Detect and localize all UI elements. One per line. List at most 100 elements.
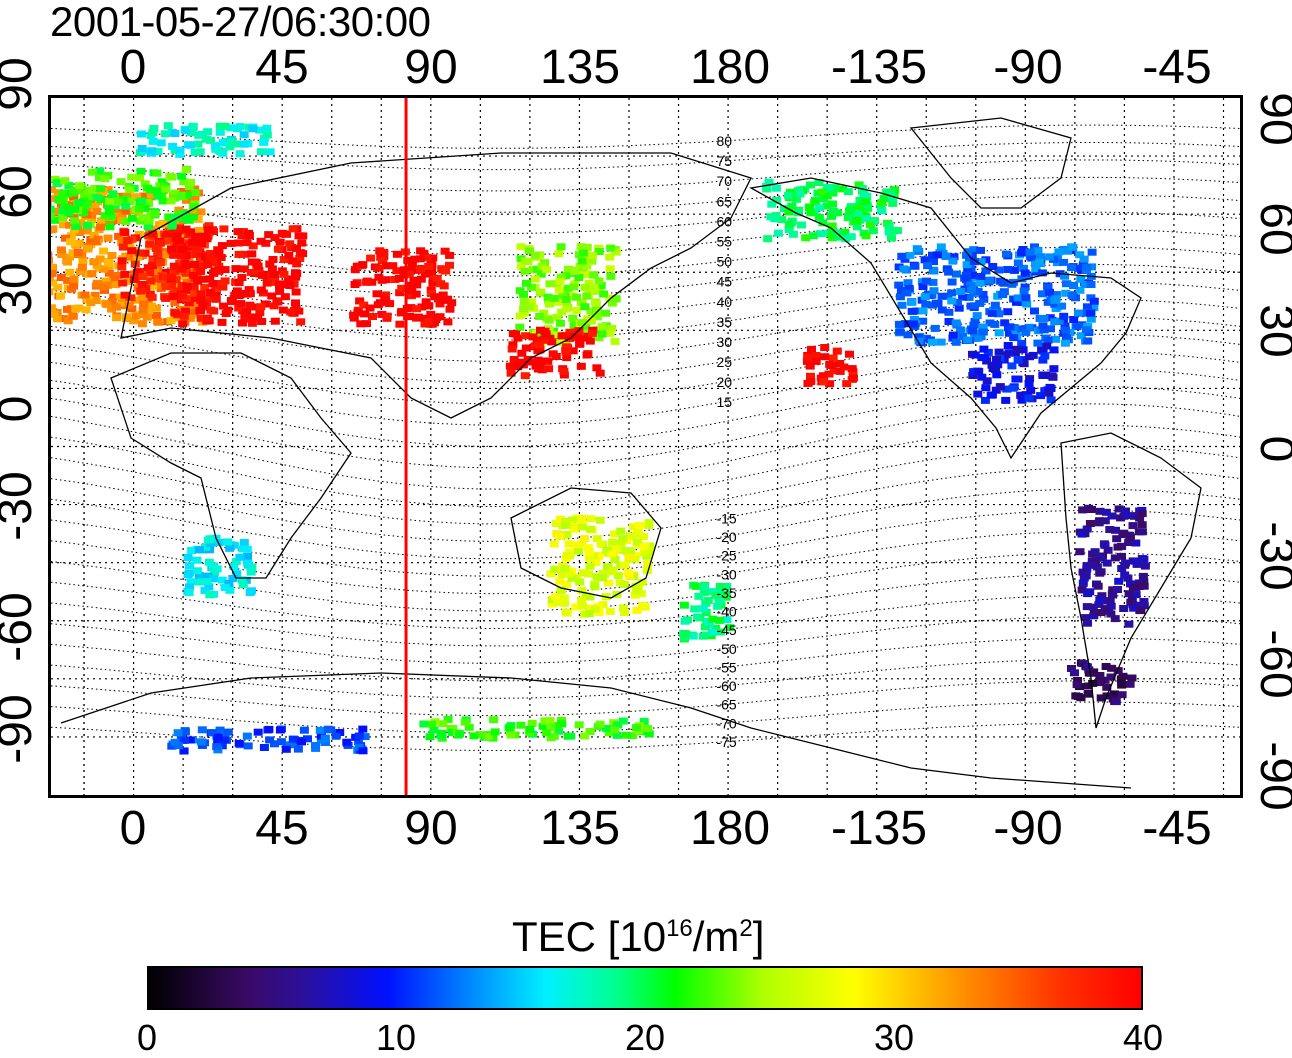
tec-cell xyxy=(1060,272,1070,280)
tec-cell xyxy=(824,370,834,378)
tec-cell xyxy=(590,605,600,613)
tec-cell xyxy=(544,316,554,324)
tec-cell xyxy=(243,559,253,567)
tec-cell xyxy=(998,278,1008,286)
tec-cell xyxy=(267,265,277,273)
tec-cell xyxy=(205,275,215,283)
tec-cell xyxy=(852,223,862,231)
tec-cell xyxy=(576,299,586,307)
tec-cell xyxy=(585,525,595,533)
tec-cell xyxy=(610,530,620,538)
tec-cell xyxy=(167,245,176,253)
lat-lon-grid xyxy=(51,98,1240,795)
tec-cell xyxy=(973,287,983,295)
tec-cell xyxy=(932,251,942,259)
tec-cell xyxy=(584,554,594,562)
tec-cell xyxy=(415,265,425,273)
tec-cell xyxy=(1061,289,1071,297)
tec-cell xyxy=(245,301,255,309)
tec-cell xyxy=(235,150,245,158)
tec-data-regions xyxy=(51,122,1150,755)
tec-cell xyxy=(181,262,191,270)
tec-cell xyxy=(51,207,60,215)
tec-cell xyxy=(374,264,384,272)
tec-cell xyxy=(1005,323,1015,331)
tec-cell xyxy=(239,265,249,273)
tec-cell xyxy=(246,268,256,276)
tec-cell xyxy=(202,135,211,143)
tec-cell xyxy=(564,540,574,548)
tec-cell xyxy=(196,306,205,314)
tec-cell xyxy=(196,314,206,322)
tec-cell xyxy=(76,219,86,227)
tec-cell xyxy=(69,187,79,195)
tec-cell xyxy=(269,302,279,310)
tec-cell xyxy=(88,168,97,176)
tec-cell xyxy=(992,371,1002,379)
tec-cell xyxy=(404,281,414,289)
contour-line xyxy=(51,701,1240,734)
tec-cell xyxy=(903,331,913,339)
tec-cell xyxy=(1021,294,1031,302)
tec-cell xyxy=(884,221,894,229)
contour-label: -75 xyxy=(716,734,736,750)
tec-cell xyxy=(1083,590,1093,598)
tec-cell xyxy=(569,283,579,291)
tec-cell xyxy=(136,168,146,175)
tec-cell xyxy=(292,270,302,277)
tec-cell xyxy=(1059,312,1069,320)
tec-cell xyxy=(225,544,235,552)
tec-cell xyxy=(811,357,821,365)
tec-cell xyxy=(525,303,535,311)
colorbar-title-unit-exponent: 2 xyxy=(739,915,753,942)
tec-cell xyxy=(948,331,958,339)
tec-cell xyxy=(1131,539,1141,547)
tec-cell xyxy=(582,292,592,300)
tec-cell xyxy=(504,724,514,732)
tec-cell xyxy=(1012,298,1021,306)
tec-cell xyxy=(897,301,907,309)
tec-cell xyxy=(278,306,288,314)
contour-line xyxy=(51,124,1240,149)
tec-cell xyxy=(1003,266,1013,273)
tec-cell xyxy=(406,304,416,312)
tec-cell xyxy=(427,720,437,728)
tec-cell xyxy=(86,299,96,307)
tec-cell xyxy=(597,323,607,331)
tec-cell xyxy=(90,291,100,299)
tec-cell xyxy=(180,215,190,223)
tec-cell xyxy=(1107,512,1117,520)
tec-cell xyxy=(1003,342,1013,349)
tec-cell xyxy=(708,615,718,623)
tec-cell xyxy=(209,568,219,576)
tec-cell xyxy=(612,731,622,739)
tec-cell xyxy=(439,282,449,290)
tec-cell xyxy=(292,244,301,252)
tec-cell xyxy=(680,634,690,642)
tec-cell xyxy=(537,262,547,270)
tec-cell xyxy=(292,260,302,268)
tec-cell xyxy=(235,553,245,561)
tec-cell xyxy=(253,262,263,270)
tec-cell xyxy=(202,578,212,586)
tec-cell xyxy=(1046,396,1056,404)
tec-cell xyxy=(542,729,552,737)
tec-cell xyxy=(156,281,166,289)
tec-cell xyxy=(573,547,583,555)
tec-cell xyxy=(842,380,852,388)
tec-cell xyxy=(151,304,161,312)
tec-cell xyxy=(111,303,121,311)
tec-cell xyxy=(722,583,732,590)
tec-cell xyxy=(189,294,199,302)
tec-cell xyxy=(1110,554,1120,562)
tec-cell xyxy=(144,307,154,315)
tec-cell xyxy=(714,597,724,605)
tec-cell xyxy=(589,284,599,292)
tec-cell xyxy=(349,311,359,319)
contour-label: 55 xyxy=(716,234,732,250)
tec-cell xyxy=(1090,609,1099,617)
tec-cell xyxy=(269,271,279,278)
tec-cell xyxy=(560,599,569,607)
tec-cell xyxy=(586,515,596,523)
tec-cell xyxy=(620,609,629,616)
